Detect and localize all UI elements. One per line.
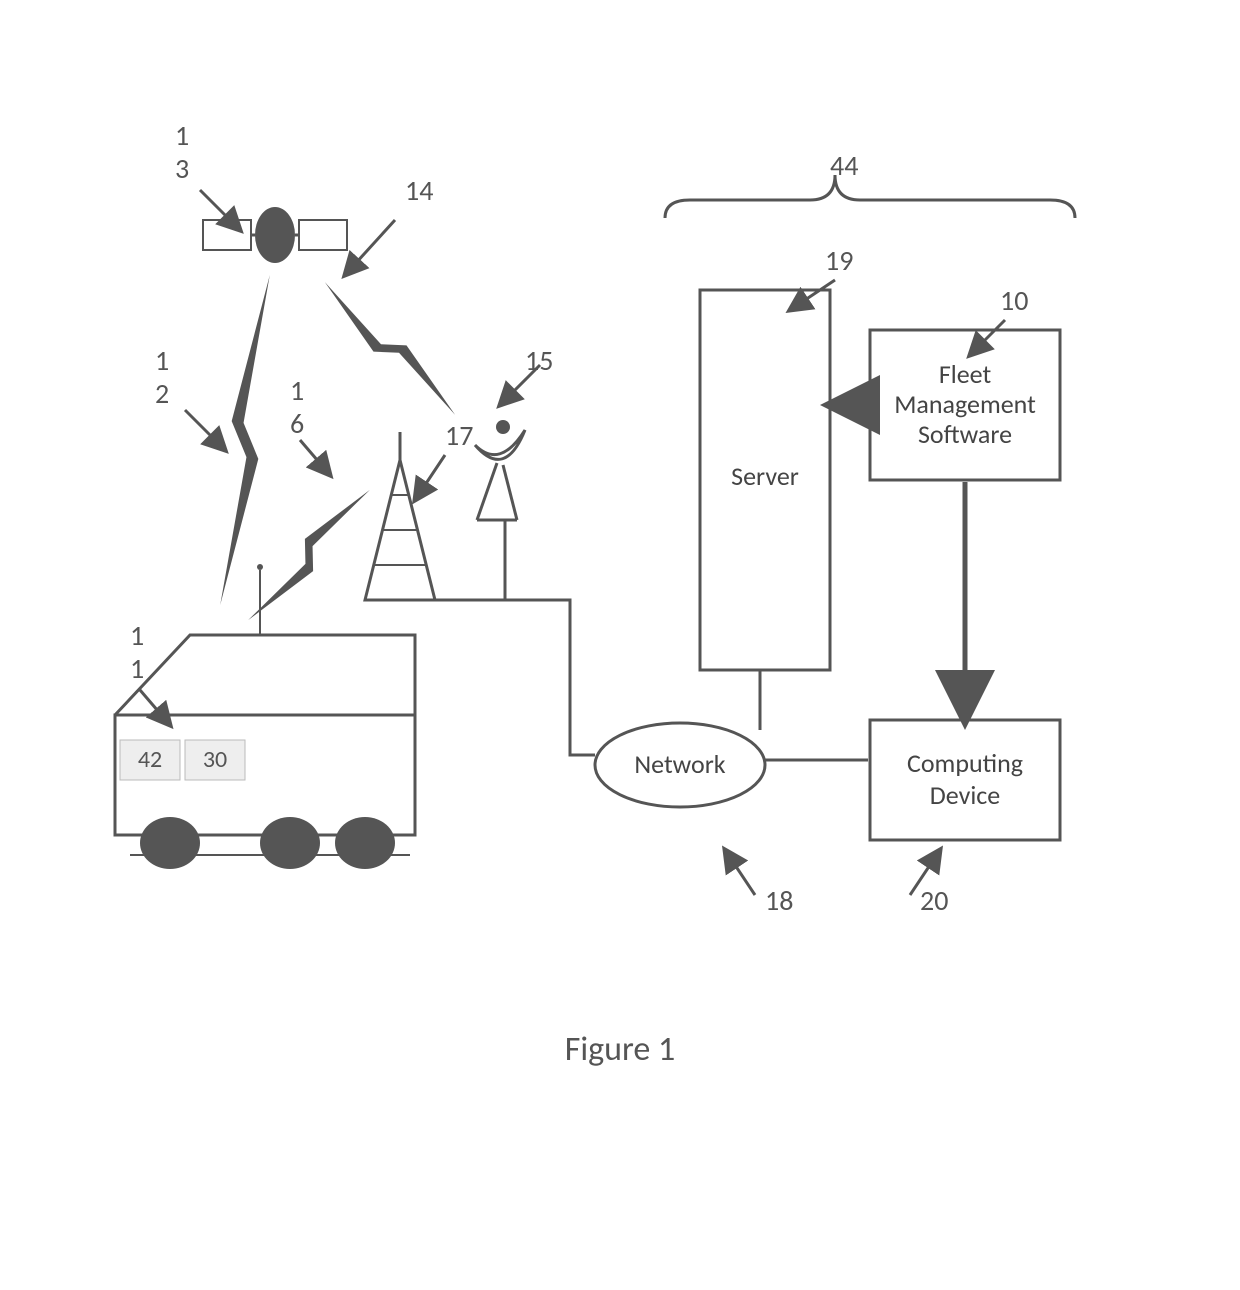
- network-label: Network: [634, 748, 725, 780]
- signal-12: [220, 275, 270, 605]
- ref-label-1: 3: [175, 151, 189, 186]
- satellite-body: [255, 207, 295, 263]
- ref-arrow-7: [415, 455, 445, 500]
- ref-label-10: 6: [290, 406, 304, 441]
- ref-label-3: 44: [830, 148, 858, 183]
- ref-arrow-6: [300, 440, 330, 475]
- truck-box-30-label: 30: [203, 745, 227, 774]
- ref-label-15: 20: [920, 883, 948, 918]
- signal-14: [325, 282, 455, 415]
- ref-label-4: 19: [825, 243, 853, 278]
- computing-label-2: Device: [930, 779, 1000, 811]
- ref-label-6: 15: [525, 343, 553, 378]
- server-label: Server: [731, 460, 799, 492]
- ref-label-2: 14: [405, 173, 433, 208]
- wheel-0: [140, 817, 200, 869]
- satellite-panel-right: [299, 220, 347, 250]
- ref-arrow-1: [345, 220, 395, 275]
- vehicle-cab: [115, 635, 415, 715]
- dish-bowl: [475, 430, 525, 459]
- ref-arrow-0: [200, 190, 240, 230]
- wheel-2: [335, 817, 395, 869]
- ref-label-8: 2: [155, 376, 169, 411]
- ref-label-11: 17: [445, 418, 473, 453]
- ref-arrow-9: [725, 850, 755, 895]
- fms-label-3: Software: [918, 418, 1012, 450]
- dish-feed: [496, 420, 510, 434]
- signal-16: [248, 490, 370, 620]
- ref-arrow-2: [790, 280, 835, 310]
- ref-label-9: 1: [290, 373, 304, 408]
- wheel-1: [260, 817, 320, 869]
- figure-caption: Figure 1: [565, 1029, 676, 1070]
- truck-box-42-label: 42: [138, 745, 162, 774]
- fms-label-2: Management: [894, 388, 1036, 420]
- diagram-svg: Server FleetManagementSoftware ComputingDe…: [0, 0, 1240, 1290]
- fms-label-1: Fleet: [939, 358, 992, 390]
- ref-label-13: 1: [130, 651, 144, 686]
- diagram-layer: Server FleetManagementSoftware ComputingDe…: [115, 118, 1075, 918]
- ref-label-7: 1: [155, 343, 169, 378]
- satellite-panel-left: [203, 220, 251, 250]
- ref-arrow-3: [970, 320, 1005, 355]
- ref-label-5: 10: [1000, 283, 1028, 318]
- ref-label-0: 1: [175, 118, 189, 153]
- ref-label-14: 18: [765, 883, 793, 918]
- ref-label-12: 1: [130, 618, 144, 653]
- ref-arrow-5: [185, 410, 225, 450]
- computing-label-1: Computing: [907, 747, 1023, 779]
- ref-arrow-8: [140, 690, 170, 725]
- wire-0: [555, 600, 595, 755]
- brace-44: [665, 175, 1075, 218]
